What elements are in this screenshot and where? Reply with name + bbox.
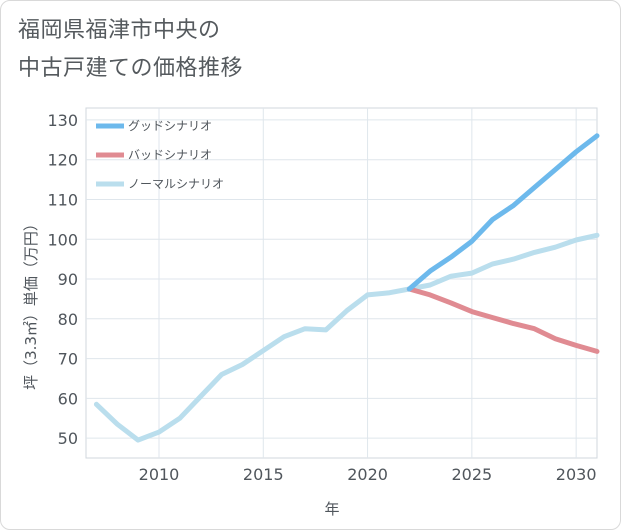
chart-title: 福岡県福津市中央の 中古戸建ての価格推移 (18, 12, 243, 88)
y-tick-label: 60 (58, 389, 78, 408)
legend-label: グッドシナリオ (128, 119, 212, 133)
chart-title-line-1: 福岡県福津市中央の (18, 18, 221, 43)
y-tick-label: 50 (58, 429, 78, 448)
series-line-1 (406, 286, 600, 354)
series-lines (93, 133, 600, 443)
y-tick-label: 70 (58, 350, 78, 369)
y-tick-labels: 50 60 70 80 90 100 110 120 130 (47, 111, 78, 448)
x-tick-label: 2030 (556, 465, 597, 484)
y-axis-label: 坪（3.3㎡）単価（万円） (22, 216, 40, 390)
y-tick-label: 120 (47, 151, 78, 170)
y-tick-label: 110 (47, 190, 78, 209)
plot-area (85, 107, 598, 459)
legend-label: バッドシナリオ (128, 148, 212, 162)
x-tick-labels: 2010 2015 2020 2025 2030 (139, 465, 597, 484)
y-tick-label: 100 (47, 230, 78, 249)
x-tick-label: 2025 (451, 465, 492, 484)
series-line-0 (406, 133, 600, 292)
chart-title-line-2: 中古戸建ての価格推移 (18, 56, 244, 81)
y-tick-label: 80 (58, 310, 78, 329)
x-tick-label: 2010 (139, 465, 180, 484)
x-tick-label: 2015 (243, 465, 284, 484)
y-tick-label: 90 (58, 270, 78, 289)
x-tick-label: 2020 (347, 465, 388, 484)
series-line-2 (93, 232, 600, 443)
y-tick-label: 130 (47, 111, 78, 130)
x-axis-label: 年 (324, 500, 339, 518)
legend-label: ノーマルシナリオ (128, 177, 224, 191)
